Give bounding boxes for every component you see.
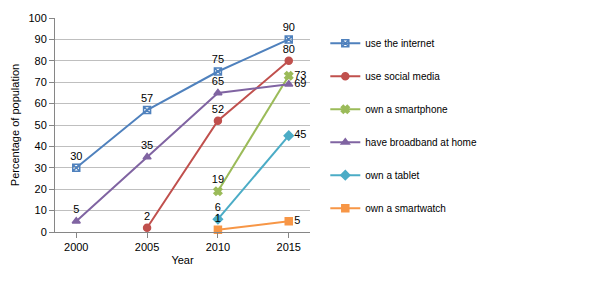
svg-text:80: 80	[35, 55, 47, 67]
svg-text:Year: Year	[171, 254, 194, 266]
svg-text:30: 30	[35, 162, 47, 174]
svg-text:2010: 2010	[206, 241, 230, 253]
svg-text:57: 57	[141, 92, 153, 104]
svg-text:40: 40	[35, 140, 47, 152]
svg-text:90: 90	[283, 21, 295, 33]
svg-text:20: 20	[35, 183, 47, 195]
svg-text:80: 80	[283, 43, 295, 55]
svg-text:5: 5	[294, 214, 300, 226]
svg-text:6: 6	[215, 201, 221, 213]
svg-text:2005: 2005	[135, 241, 159, 253]
svg-text:2015: 2015	[277, 241, 301, 253]
svg-text:2000: 2000	[64, 241, 88, 253]
svg-text:73: 73	[294, 69, 306, 81]
svg-text:own a tablet: own a tablet	[365, 170, 419, 181]
svg-text:65: 65	[212, 75, 224, 87]
svg-text:Percentage of population: Percentage of population	[9, 64, 21, 186]
svg-text:10: 10	[35, 204, 47, 216]
svg-text:use the internet: use the internet	[365, 38, 434, 49]
svg-text:use social media: use social media	[365, 71, 440, 82]
svg-text:30: 30	[70, 150, 82, 162]
svg-text:50: 50	[35, 119, 47, 131]
svg-text:69: 69	[294, 77, 306, 89]
svg-text:have broadband at home: have broadband at home	[365, 137, 477, 148]
svg-text:60: 60	[35, 97, 47, 109]
svg-text:19: 19	[212, 173, 224, 185]
svg-text:45: 45	[294, 128, 306, 140]
svg-text:own a smartphone: own a smartphone	[365, 104, 448, 115]
svg-text:1: 1	[215, 212, 221, 224]
svg-text:5: 5	[73, 203, 79, 215]
svg-text:90: 90	[35, 33, 47, 45]
svg-text:52: 52	[212, 103, 224, 115]
svg-text:own a smartwatch: own a smartwatch	[365, 203, 446, 214]
svg-text:2: 2	[144, 210, 150, 222]
svg-text:70: 70	[35, 76, 47, 88]
svg-text:0: 0	[41, 226, 47, 238]
svg-text:35: 35	[141, 139, 153, 151]
svg-text:100: 100	[28, 12, 46, 24]
svg-text:75: 75	[212, 53, 224, 65]
